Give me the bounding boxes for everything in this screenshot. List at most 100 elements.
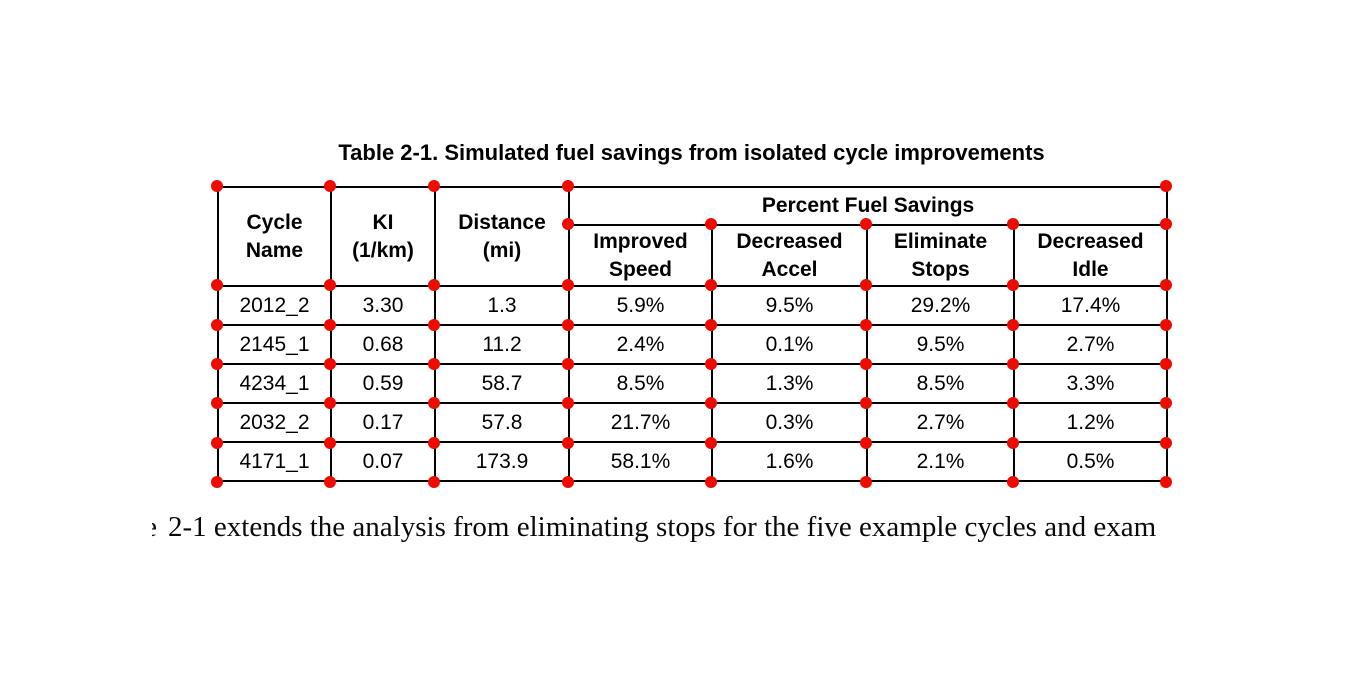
corner-marker-dot	[1007, 319, 1019, 331]
body-paragraph: e 2-1 extends the analysis from eliminat…	[152, 511, 1366, 544]
corner-marker-dot	[705, 358, 717, 370]
corner-marker-dot	[705, 437, 717, 449]
table-cell: 4234_1	[217, 363, 332, 404]
corner-marker-dot	[1160, 358, 1172, 370]
table-cell: 0.3%	[711, 402, 868, 443]
table-cell: 9.5%	[711, 285, 868, 326]
table-cell: 21.7%	[568, 402, 713, 443]
corner-marker-dot	[860, 218, 872, 230]
table-cell: 2.7%	[866, 402, 1015, 443]
corner-marker-dot	[1160, 319, 1172, 331]
table-cell: 173.9	[434, 441, 570, 482]
table-cell: 1.3%	[711, 363, 868, 404]
table-cell: 2145_1	[217, 324, 332, 365]
corner-marker-dot	[428, 319, 440, 331]
corner-marker-dot	[562, 437, 574, 449]
corner-marker-dot	[562, 358, 574, 370]
table-cell: 2.4%	[568, 324, 713, 365]
corner-marker-dot	[211, 358, 223, 370]
corner-marker-dot	[324, 180, 336, 192]
corner-marker-dot	[860, 397, 872, 409]
table-row: 4171_1 0.07 173.9 58.1% 1.6% 2.1% 0.5%	[217, 441, 1169, 482]
corner-marker-dot	[860, 476, 872, 488]
table-cell: 11.2	[434, 324, 570, 365]
corner-marker-dot	[705, 319, 717, 331]
corner-marker-dot	[324, 319, 336, 331]
corner-marker-dot	[211, 397, 223, 409]
corner-marker-dot	[1007, 218, 1019, 230]
table-cell: 0.1%	[711, 324, 868, 365]
table-cell: 0.07	[330, 441, 436, 482]
corner-marker-dot	[562, 180, 574, 192]
corner-marker-dot	[1007, 279, 1019, 291]
table-cell: 8.5%	[866, 363, 1015, 404]
table-cell: 0.5%	[1012, 441, 1169, 482]
table-cell: 57.8	[434, 402, 570, 443]
table-row: 2145_1 0.68 11.2 2.4% 0.1% 9.5% 2.7%	[217, 324, 1169, 365]
corner-marker-dot	[860, 319, 872, 331]
col-header-improved-speed: Improved Speed	[568, 224, 713, 287]
cropped-character-fragment: e	[152, 511, 157, 544]
corner-marker-dot	[211, 319, 223, 331]
table-cell: 9.5%	[866, 324, 1015, 365]
table-cell: 8.5%	[568, 363, 713, 404]
table-cell: 17.4%	[1012, 285, 1169, 326]
table-row: 2012_2 3.30 1.3 5.9% 9.5% 29.2% 17.4%	[217, 285, 1169, 326]
table-cell: 2012_2	[217, 285, 332, 326]
corner-marker-dot	[705, 279, 717, 291]
col-header-cycle-name: Cycle Name	[217, 186, 332, 287]
corner-marker-dot	[428, 397, 440, 409]
corner-marker-dot	[1160, 437, 1172, 449]
table-cell: 0.68	[330, 324, 436, 365]
corner-marker-dot	[860, 437, 872, 449]
corner-marker-dot	[324, 279, 336, 291]
fuel-savings-table: Cycle Name KI (1/km) Distance (mi) Perce…	[217, 186, 1169, 482]
corner-marker-dot	[428, 358, 440, 370]
table-cell: 0.17	[330, 402, 436, 443]
corner-marker-dot	[428, 437, 440, 449]
table-cell: 5.9%	[568, 285, 713, 326]
table-cell: 2032_2	[217, 402, 332, 443]
corner-marker-dot	[211, 437, 223, 449]
corner-marker-dot	[860, 358, 872, 370]
corner-marker-dot	[562, 279, 574, 291]
table-cell: 29.2%	[866, 285, 1015, 326]
corner-marker-dot	[562, 218, 574, 230]
corner-marker-dot	[1160, 180, 1172, 192]
table-cell: 1.2%	[1012, 402, 1169, 443]
corner-marker-dot	[705, 397, 717, 409]
table-cell: 58.7	[434, 363, 570, 404]
table-caption: Table 2-1. Simulated fuel savings from i…	[338, 140, 1045, 165]
corner-marker-dot	[428, 279, 440, 291]
table-cell: 3.30	[330, 285, 436, 326]
corner-marker-dot	[1160, 397, 1172, 409]
corner-marker-dot	[1007, 397, 1019, 409]
col-header-eliminate-stops: Eliminate Stops	[866, 224, 1015, 287]
table-row: 2032_2 0.17 57.8 21.7% 0.3% 2.7% 1.2%	[217, 402, 1169, 443]
corner-marker-dot	[324, 358, 336, 370]
table-cell: 1.3	[434, 285, 570, 326]
corner-marker-dot	[1160, 218, 1172, 230]
table-cell: 3.3%	[1012, 363, 1169, 404]
table-cell: 58.1%	[568, 441, 713, 482]
table-header: Cycle Name KI (1/km) Distance (mi) Perce…	[217, 186, 1169, 287]
corner-marker-dot	[428, 476, 440, 488]
corner-marker-dot	[428, 180, 440, 192]
body-paragraph-text: 2-1 extends the analysis from eliminatin…	[168, 511, 1157, 543]
corner-marker-dot	[860, 279, 872, 291]
corner-marker-dot	[211, 476, 223, 488]
corner-marker-dot	[1160, 476, 1172, 488]
col-header-ki: KI (1/km)	[330, 186, 436, 287]
corner-marker-dot	[324, 476, 336, 488]
table-cell: 2.1%	[866, 441, 1015, 482]
corner-marker-dot	[562, 319, 574, 331]
corner-marker-dot	[705, 476, 717, 488]
corner-marker-dot	[324, 437, 336, 449]
corner-marker-dot	[1007, 358, 1019, 370]
table-body: 2012_2 3.30 1.3 5.9% 9.5% 29.2% 17.4% 2145_1 0.6…	[217, 285, 1169, 482]
corner-marker-dot	[562, 476, 574, 488]
table-cell: 1.6%	[711, 441, 868, 482]
table-cell: 0.59	[330, 363, 436, 404]
table-cell: 2.7%	[1012, 324, 1169, 365]
